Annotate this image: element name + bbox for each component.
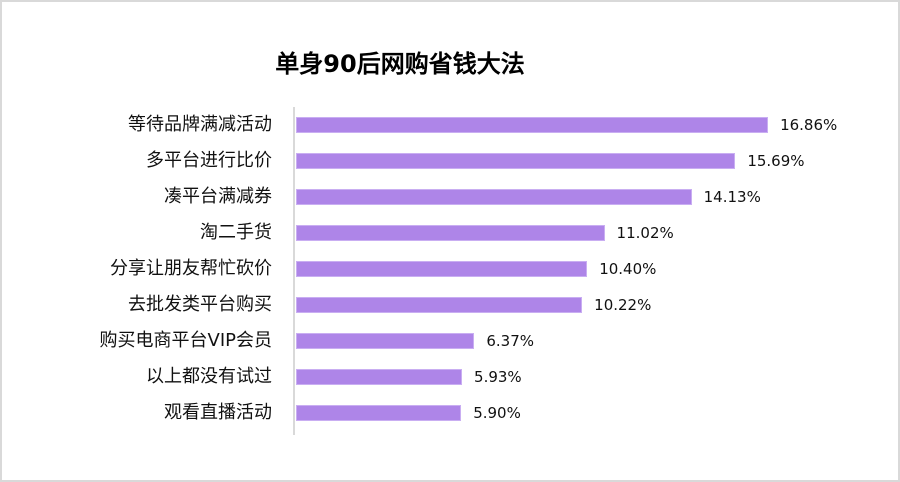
category-label: 凑平台满减券 bbox=[164, 186, 272, 207]
category-label: 淘二手货 bbox=[200, 222, 272, 243]
bar bbox=[296, 405, 462, 421]
value-label: 15.69% bbox=[747, 152, 805, 170]
category-label: 分享让朋友帮忙砍价 bbox=[110, 258, 272, 279]
bar bbox=[296, 297, 583, 313]
bar bbox=[296, 369, 463, 385]
bar-row: 等待品牌满减活动 16.86% bbox=[0, 107, 900, 143]
value-label: 6.37% bbox=[486, 332, 535, 350]
chart-title: 单身90后网购省钱大法 bbox=[275, 50, 525, 78]
y-axis-line bbox=[293, 107, 295, 435]
bar bbox=[296, 189, 692, 205]
category-label: 多平台进行比价 bbox=[146, 150, 272, 171]
category-label: 购买电商平台VIP会员 bbox=[99, 330, 272, 351]
bar bbox=[296, 117, 769, 133]
category-label: 观看直播活动 bbox=[164, 402, 272, 423]
bar bbox=[296, 225, 605, 241]
category-label: 去批发类平台购买 bbox=[128, 294, 272, 315]
value-label: 5.90% bbox=[473, 404, 521, 422]
bar bbox=[296, 333, 475, 349]
value-label: 11.02% bbox=[616, 224, 674, 242]
value-label: 5.93% bbox=[474, 368, 522, 386]
value-label: 14.13% bbox=[703, 188, 761, 206]
category-label: 等待品牌满减活动 bbox=[128, 114, 272, 135]
bar-row: 以上都没有试过 5.93% bbox=[0, 359, 900, 395]
bar-row: 分享让朋友帮忙砍价 10.40% bbox=[0, 251, 900, 287]
bar-row: 去批发类平台购买 10.22% bbox=[0, 287, 900, 323]
bar-row: 淘二手货 11.02% bbox=[0, 215, 900, 251]
bar-row: 多平台进行比价 15.69% bbox=[0, 143, 900, 179]
value-label: 10.22% bbox=[594, 296, 652, 314]
bar bbox=[296, 153, 736, 169]
value-label: 10.40% bbox=[599, 260, 657, 278]
category-label: 以上都没有试过 bbox=[146, 366, 272, 387]
bar-row: 凑平台满减券 14.13% bbox=[0, 179, 900, 215]
bar-row: 购买电商平台VIP会员 6.37% bbox=[0, 323, 900, 359]
bar-row: 观看直播活动 5.90% bbox=[0, 395, 900, 431]
bar bbox=[296, 261, 588, 277]
value-label: 16.86% bbox=[780, 116, 838, 134]
